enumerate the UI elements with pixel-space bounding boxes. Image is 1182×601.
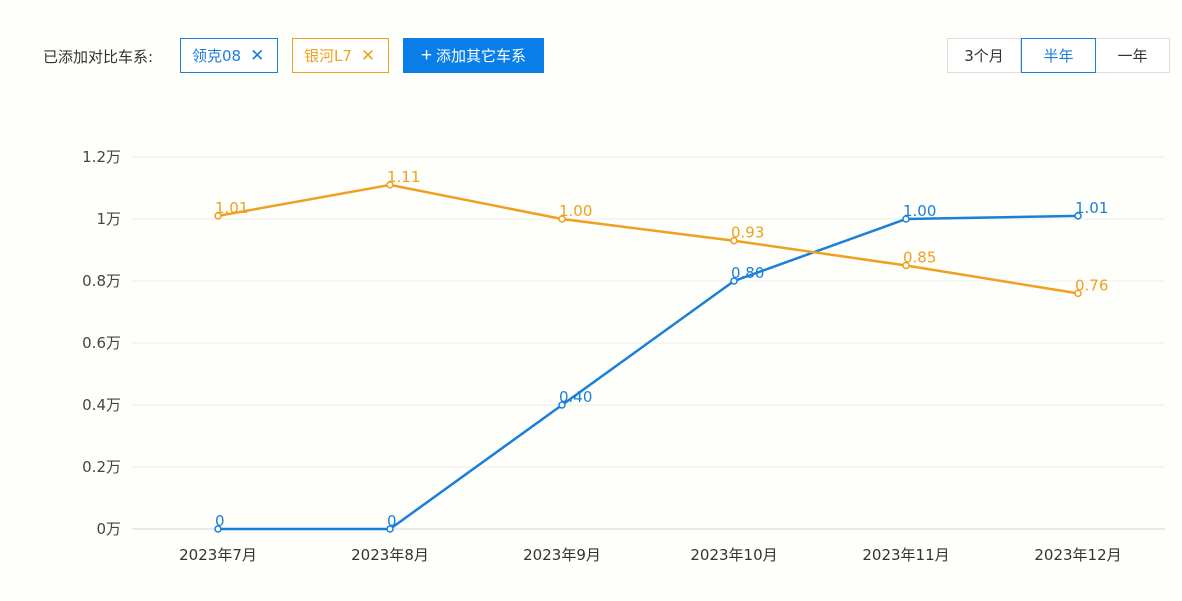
data-point — [386, 181, 394, 189]
chip-label: 银河L7 — [304, 47, 352, 65]
x-tick-label: 2023年11月 — [862, 546, 949, 564]
data-point — [214, 212, 222, 220]
data-point — [902, 261, 910, 270]
data-point — [214, 525, 222, 533]
y-tick-label: 0.2万 — [82, 458, 121, 476]
data-label: 0.40 — [559, 388, 592, 406]
compare-label: 已添加对比车系: — [43, 48, 154, 66]
data-label: 1.11 — [387, 168, 420, 186]
y-tick-label: 0.6万 — [82, 334, 121, 352]
y-tick-label: 1.2万 — [82, 148, 121, 166]
range-option-3months[interactable]: 3个月 — [947, 38, 1021, 73]
range-option-one-year[interactable]: 一年 — [1096, 38, 1170, 73]
data-point — [386, 525, 394, 533]
data-point — [558, 401, 566, 409]
y-tick-label: 1万 — [96, 210, 121, 228]
series-chip-lynk08[interactable]: 领克08 ✕ — [180, 38, 278, 73]
data-point — [730, 236, 738, 245]
data-point — [902, 215, 910, 223]
close-icon[interactable]: ✕ — [360, 45, 376, 66]
data-point — [1074, 289, 1082, 298]
data-label: 1.00 — [903, 202, 936, 220]
data-label: 1.01 — [1075, 199, 1108, 217]
data-label: 0.80 — [731, 264, 764, 282]
close-icon[interactable]: ✕ — [250, 45, 265, 66]
x-tick-label: 2023年7月 — [179, 546, 257, 564]
series-line — [218, 214, 1079, 531]
data-label: 1.00 — [559, 202, 592, 220]
data-label: 0.85 — [903, 249, 936, 267]
data-label: 0 — [387, 512, 397, 530]
add-series-label: 添加其它车系 — [436, 48, 527, 65]
plus-icon: + — [420, 44, 433, 66]
data-label: 0.93 — [731, 224, 764, 242]
data-point — [730, 277, 738, 285]
data-label: 0.76 — [1075, 276, 1108, 294]
x-tick-label: 2023年9月 — [523, 546, 601, 564]
x-tick-label: 2023年8月 — [351, 546, 429, 564]
y-tick-label: 0.8万 — [82, 272, 121, 290]
y-tick-label: 0.4万 — [82, 396, 121, 414]
data-label: 1.01 — [215, 199, 248, 217]
series-line — [217, 183, 1079, 295]
x-tick-label: 2023年12月 — [1034, 546, 1121, 564]
data-point — [558, 215, 566, 223]
compare-toolbar: 已添加对比车系: 领克08 ✕ 银河L7 ✕ + 添加其它车系 3个月 半年 一… — [0, 0, 1182, 100]
x-tick-label: 2023年10月 — [690, 546, 777, 564]
chip-label: 领克08 — [192, 47, 242, 65]
time-range-selector: 3个月 半年 一年 — [947, 38, 1170, 73]
data-label: 0 — [215, 512, 225, 530]
add-series-button[interactable]: + 添加其它车系 — [403, 38, 544, 73]
y-tick-label: 0万 — [96, 520, 121, 538]
series-chip-galaxyl7[interactable]: 银河L7 ✕ — [292, 38, 389, 73]
range-option-half-year[interactable]: 半年 — [1021, 38, 1096, 73]
data-point — [1074, 212, 1082, 220]
